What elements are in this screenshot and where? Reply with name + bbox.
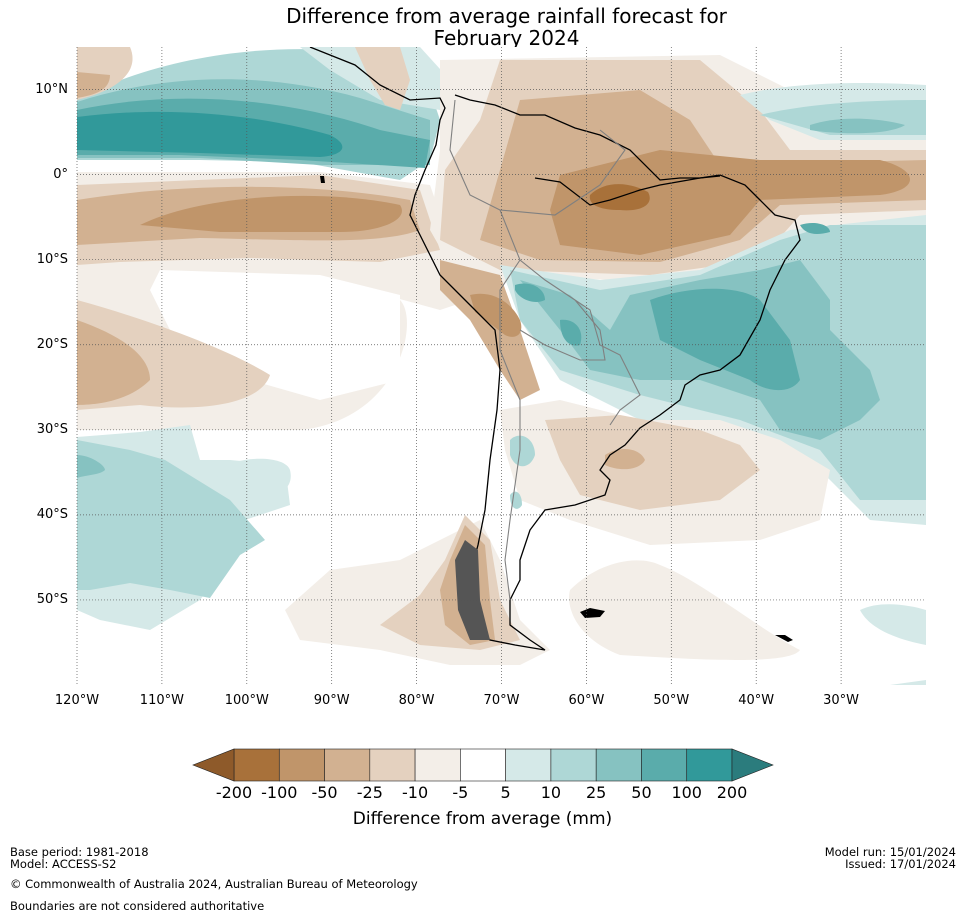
colorbar-swatch: [595, 748, 642, 782]
model-name: Model: ACCESS-S2: [10, 857, 117, 871]
colorbar-swatch: [686, 748, 733, 782]
colorbar-tick-label: -50: [311, 783, 338, 802]
colorbar-swatch: [414, 748, 461, 782]
colorbar-swatch: [278, 748, 325, 782]
colorbar-swatch: [505, 748, 552, 782]
contour-paraguay-wet: [560, 319, 582, 346]
latitude-label: 40°S: [36, 506, 68, 522]
contour-uruguay-25: [605, 448, 645, 470]
colorbar-tick-label: -200: [215, 783, 253, 802]
colorbar-tick-label: 25: [585, 783, 607, 802]
contour-s-atlantic-dry: [569, 560, 800, 660]
longitude-label: 80°W: [398, 693, 435, 708]
colorbar-tick-label: 10: [540, 783, 562, 802]
coastline-south-america: [309, 47, 801, 651]
colorbar-extend-high-arrow: [731, 748, 774, 782]
model-run: Model run: 15/01/2024: [824, 845, 956, 859]
issued-date: Issued: 17/01/2024: [845, 857, 956, 871]
contour-andes-dry2: [470, 293, 522, 337]
contour-s-pacific-white: [150, 270, 400, 400]
colorbar-swatch: [641, 748, 688, 782]
colorbar-tick-label: 200: [716, 783, 748, 802]
colorbar-swatch: [324, 748, 371, 782]
longitude-label: 90°W: [313, 693, 350, 708]
latitude-label: 0°: [53, 166, 68, 182]
colorbar-tick-label: -25: [356, 783, 383, 802]
contour-s-atlantic-wet-se: [860, 604, 926, 645]
colorbar-tick-label: -10: [402, 783, 429, 802]
longitude-label: 50°W: [653, 693, 690, 708]
longitude-label: 70°W: [483, 693, 520, 708]
contour-n-pacific-100: [77, 111, 343, 157]
latitude-label: 50°S: [36, 591, 68, 607]
colorbar-tick-label: -100: [261, 783, 298, 802]
longitude-label: 100°W: [224, 693, 269, 708]
contour-central-chile-wet: [510, 435, 535, 467]
contour-atl-wet-25: [810, 118, 905, 134]
colorbar-tick-label: 50: [631, 783, 652, 802]
contour-se-pacific-10: [77, 440, 265, 598]
longitude-label: 110°W: [139, 693, 184, 708]
contour-bolivia-wet: [515, 283, 545, 302]
colorbar-extend-low-arrow: [192, 748, 235, 782]
copyright: © Commonwealth of Australia 2024, Austra…: [10, 877, 418, 891]
country-borders: [449, 99, 641, 601]
colorbar-label: Difference from average (mm): [352, 809, 613, 829]
longitude-label: 60°W: [568, 693, 605, 708]
latitude-label: 10°N: [35, 81, 68, 97]
colorbar-swatch: [233, 748, 280, 782]
latitude-label: 20°S: [36, 336, 68, 352]
latitude-label: 10°S: [36, 251, 68, 267]
base-period: Base period: 1981-2018: [10, 845, 149, 859]
contour-nw-corner-dry2: [77, 72, 110, 98]
gridlines: [76, 47, 926, 685]
contour-n-sa-50: [550, 150, 910, 255]
latitude-label: 30°S: [36, 421, 68, 437]
contour-atl-wet-patch: [800, 222, 830, 234]
map-title-line-1: Difference from average rainfall forecas…: [286, 4, 727, 28]
contour-s-pacific-25: [77, 320, 150, 405]
colorbar-swatch: [550, 748, 597, 782]
contour-caribbean-dry: [355, 47, 410, 110]
longitude-label: 120°W: [54, 693, 100, 708]
contour-eq-pacific-50: [140, 195, 402, 232]
contour-argentina-10: [545, 415, 760, 510]
map-title-line-2: February 2024: [433, 26, 580, 50]
patagonia-archipelago: [455, 540, 490, 640]
colorbar-tick-label: 5: [500, 783, 511, 802]
south-georgia: [775, 635, 793, 642]
falkland-islands: [580, 608, 605, 618]
contour-se-pacific-25: [77, 455, 105, 478]
colorbar-swatch: [369, 748, 416, 782]
rainfall-map: [76, 47, 926, 685]
contour-se-pacific-5b: [215, 458, 291, 497]
colorbar-tick-label: 100: [671, 783, 702, 802]
galapagos: [320, 176, 325, 183]
contour-andes-dry: [440, 260, 540, 400]
boundaries-note: Boundaries are not considered authoritat…: [10, 899, 265, 913]
amazon-river: [534, 175, 721, 206]
contour-se-corner-wet: [890, 680, 926, 685]
colorbar-swatch: [460, 748, 506, 782]
colorbar-tick-label: -5: [452, 783, 469, 802]
longitude-label: 40°W: [738, 693, 775, 708]
longitude-label: 30°W: [823, 693, 860, 708]
